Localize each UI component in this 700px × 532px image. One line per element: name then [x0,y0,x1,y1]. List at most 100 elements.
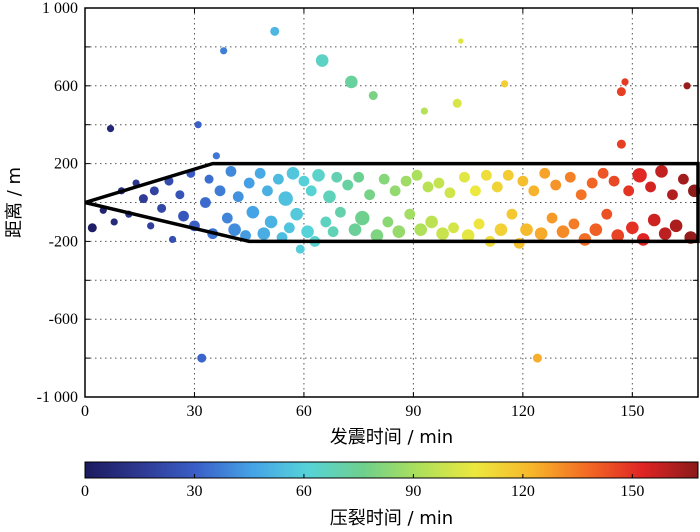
data-point [110,218,118,226]
data-point [225,165,237,177]
data-point [683,82,691,90]
data-point [506,208,518,220]
data-point [246,205,260,219]
data-point [669,219,683,233]
data-point [368,91,378,101]
x-tick-label: 90 [405,403,421,420]
data-point [539,167,551,179]
data-point [546,212,558,224]
data-point [400,175,412,187]
data-point [392,225,406,238]
data-point [147,222,155,230]
data-point [448,222,459,234]
data-point [221,212,233,224]
y-axis-ticks: 1 000 600 200 -200 -600 -1 000 [37,0,698,406]
colorbar-tick-label: 90 [405,483,421,500]
data-point [616,139,626,149]
data-point [667,189,678,201]
data-point [320,216,332,228]
data-point [616,87,626,97]
data-point [532,353,542,363]
data-point [578,233,592,246]
x-axis-title: 发震时间 / min [330,427,453,448]
data-point [632,168,647,183]
colorbar-tick-label: 30 [186,483,202,500]
data-point [295,244,305,254]
data-point [513,237,525,249]
data-point [534,227,548,240]
data-point [636,233,650,246]
x-tick-label: 60 [296,403,312,420]
y-tick-label: 1 000 [42,0,78,17]
x-tick-label: 150 [620,403,644,420]
x-tick-label: 30 [186,403,202,420]
data-point [220,47,228,55]
data-point [138,194,148,204]
colorbar-title: 压裂时间 / min [330,508,453,529]
data-point [420,107,428,115]
data-point [425,215,438,229]
data-point [645,181,656,193]
grid-lines [85,8,698,397]
data-point [348,223,362,237]
x-tick-label: 120 [511,403,535,420]
data-point [157,203,167,213]
data-point [283,222,295,234]
data-point [342,179,354,191]
data-point [647,213,661,227]
data-point [575,189,587,201]
data-point [168,235,177,244]
data-point [257,227,271,240]
data-point [601,208,613,220]
data-point [556,225,570,238]
data-point [444,187,456,199]
data-point [290,207,303,221]
data-point [204,174,214,184]
data-point [411,169,423,181]
data-point [264,215,278,229]
data-point [491,181,503,193]
data-point [459,171,470,183]
data-point [461,229,475,242]
colorbar-tick-label: 0 [81,483,89,500]
data-point [494,223,508,237]
data-point [564,171,576,183]
data-point [331,171,343,183]
data-point [87,223,97,233]
data-point [378,173,390,185]
data-point [232,191,244,203]
data-point [272,173,284,185]
data-point [364,189,376,201]
data-point [345,75,358,89]
data-point [286,167,300,180]
colorbar-tick-label: 60 [296,483,312,500]
data-point [611,229,625,242]
data-point [470,185,481,197]
data-point [262,185,273,197]
data-point [214,185,226,197]
data-point [298,175,310,187]
y-tick-label: 200 [54,156,78,173]
data-point [501,80,509,88]
data-point [655,165,668,178]
data-point [436,227,449,240]
y-tick-label: -200 [49,233,78,250]
data-point [608,175,620,187]
data-point [502,169,514,181]
data-point [452,98,462,108]
data-point [197,353,207,363]
data-point [178,210,189,222]
x-axis-ticks: 0 30 60 90 120 150 [81,8,644,420]
data-point [315,54,329,67]
data-point [228,223,241,237]
data-point [550,179,562,191]
data-point [106,124,115,133]
y-tick-label: -600 [49,311,78,328]
data-point [528,185,540,197]
data-point [254,167,266,179]
x-tick-label: 0 [81,403,89,420]
data-point [389,185,401,197]
data-point [480,169,492,181]
data-point [305,185,317,197]
data-point [422,181,434,193]
